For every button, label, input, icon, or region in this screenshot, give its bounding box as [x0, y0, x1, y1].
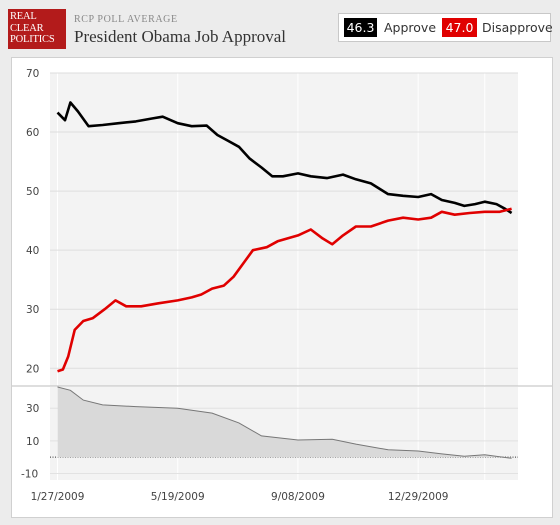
x-axis-ticks: 1/27/2009 5/19/2009 9/08/2009 12/29/2009 [31, 491, 449, 503]
approve-value-badge: 46.3 [344, 18, 377, 37]
x-tick-label: 9/08/2009 [271, 491, 325, 503]
logo-line-2: CLEAR [10, 22, 44, 34]
spread-line [57, 386, 512, 459]
x-tick-label: 12/29/2009 [388, 491, 449, 503]
logo-line-3: POLITICS [10, 34, 55, 45]
y-axis-ticks: 70 60 50 40 30 20 30 10 -10 [21, 68, 39, 480]
y-tick-label: 30 [26, 304, 39, 316]
x-tick-label: 5/19/2009 [151, 491, 205, 503]
chart-header: REAL CLEAR POLITICS RCP POLL AVERAGE Pre… [0, 0, 560, 56]
main-plot-background [50, 73, 518, 386]
logo-line-1: REAL [10, 11, 37, 22]
main-grid [12, 72, 552, 387]
disapprove-line [57, 207, 512, 373]
approve-line [56, 101, 513, 215]
y-tick-label: 50 [26, 186, 39, 198]
disapprove-value-badge: 47.0 [442, 18, 477, 37]
y-tick-label: 40 [26, 245, 39, 257]
disapprove-legend-label: Disapprove [482, 20, 553, 35]
x-tick-label: 1/27/2009 [31, 491, 85, 503]
spread-area [57, 387, 512, 459]
approve-legend-label: Approve [384, 20, 437, 35]
chart-subtitle: RCP POLL AVERAGE [74, 14, 178, 25]
y-tick-label: 60 [26, 127, 39, 139]
y-tick-label: 70 [26, 68, 39, 80]
spread-y-tick-label: 30 [26, 403, 39, 415]
spread-y-tick-label: -10 [21, 468, 38, 480]
spread-plot [57, 386, 512, 459]
chart-title: President Obama Job Approval [74, 27, 286, 46]
main-plot [56, 101, 513, 373]
rcp-logo[interactable]: REAL CLEAR POLITICS [8, 9, 66, 49]
legend: 46.3 Approve 47.0 Disapprove [338, 13, 553, 42]
spread-y-tick-label: 10 [26, 436, 39, 448]
y-tick-label: 20 [26, 363, 39, 375]
